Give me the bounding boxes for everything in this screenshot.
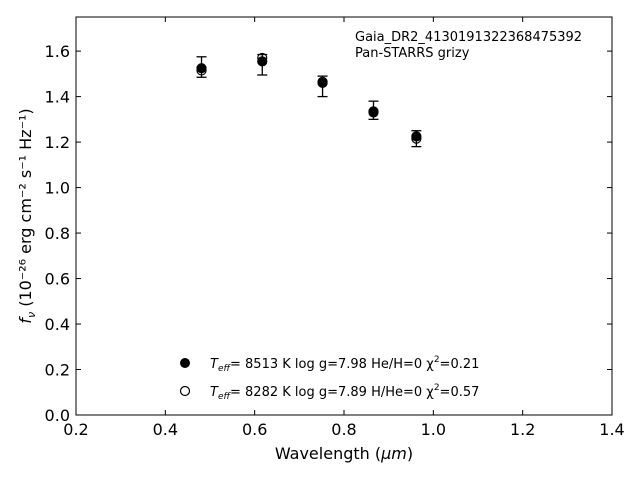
x-tick-label: 0.8 — [331, 420, 356, 439]
x-tick-label: 1.0 — [421, 420, 446, 439]
legend-entry-1: Teff= 8513 K log g=7.98 He/H=0 χ2=0.21 — [210, 355, 479, 374]
x-axis-label: Wavelength (μm) — [275, 444, 413, 463]
tick-label-group: 0.2 0.4 0.6 0.8 1.0 1.2 1.40.00.20.40.60.81.01… — [45, 42, 625, 439]
model-point-open — [411, 133, 422, 144]
y-tick-label: 0.0 — [45, 406, 70, 425]
x-tick-label: 0.6 — [242, 420, 267, 439]
model-point-filled — [257, 56, 268, 67]
legend-marker-filled — [180, 358, 190, 368]
y-axis-label: fν (10⁻²⁶ erg cm⁻² s⁻¹ Hz⁻¹) — [16, 108, 38, 323]
x-tick-label: 1.2 — [510, 420, 535, 439]
plot-frame — [75, 16, 613, 416]
y-tick-label: 0.8 — [45, 224, 70, 243]
y-tick-label: 1.0 — [45, 179, 70, 198]
model-point-open — [317, 76, 328, 87]
tick-group — [75, 17, 613, 416]
y-tick-label: 1.2 — [45, 133, 70, 152]
legend-marker-open — [179, 385, 191, 397]
data-points — [196, 52, 422, 148]
model-point-open — [257, 52, 268, 64]
x-tick-label: 0.2 — [63, 420, 88, 439]
x-tick-label: 1.4 — [599, 420, 624, 439]
y-tick-label: 1.4 — [45, 88, 70, 107]
legend-entry-2: Teff= 8282 K log g=7.89 H/He=0 χ2=0.57 — [210, 383, 479, 402]
model-point-open — [196, 65, 207, 76]
legend: Teff= 8513 K log g=7.98 He/H=0 χ2=0.21 T… — [179, 355, 479, 402]
y-tick-label: 0.6 — [45, 270, 70, 289]
y-tick-label: 1.6 — [45, 42, 70, 61]
annotation-line-1: Gaia_DR2_4130191322368475392 — [355, 30, 582, 45]
annotation-line-2: Pan-STARRS grizy — [355, 46, 470, 61]
model-point-open — [368, 106, 379, 117]
x-tick-label: 0.4 — [153, 420, 178, 439]
y-tick-label: 0.2 — [45, 361, 70, 380]
y-tick-label: 0.4 — [45, 315, 70, 334]
